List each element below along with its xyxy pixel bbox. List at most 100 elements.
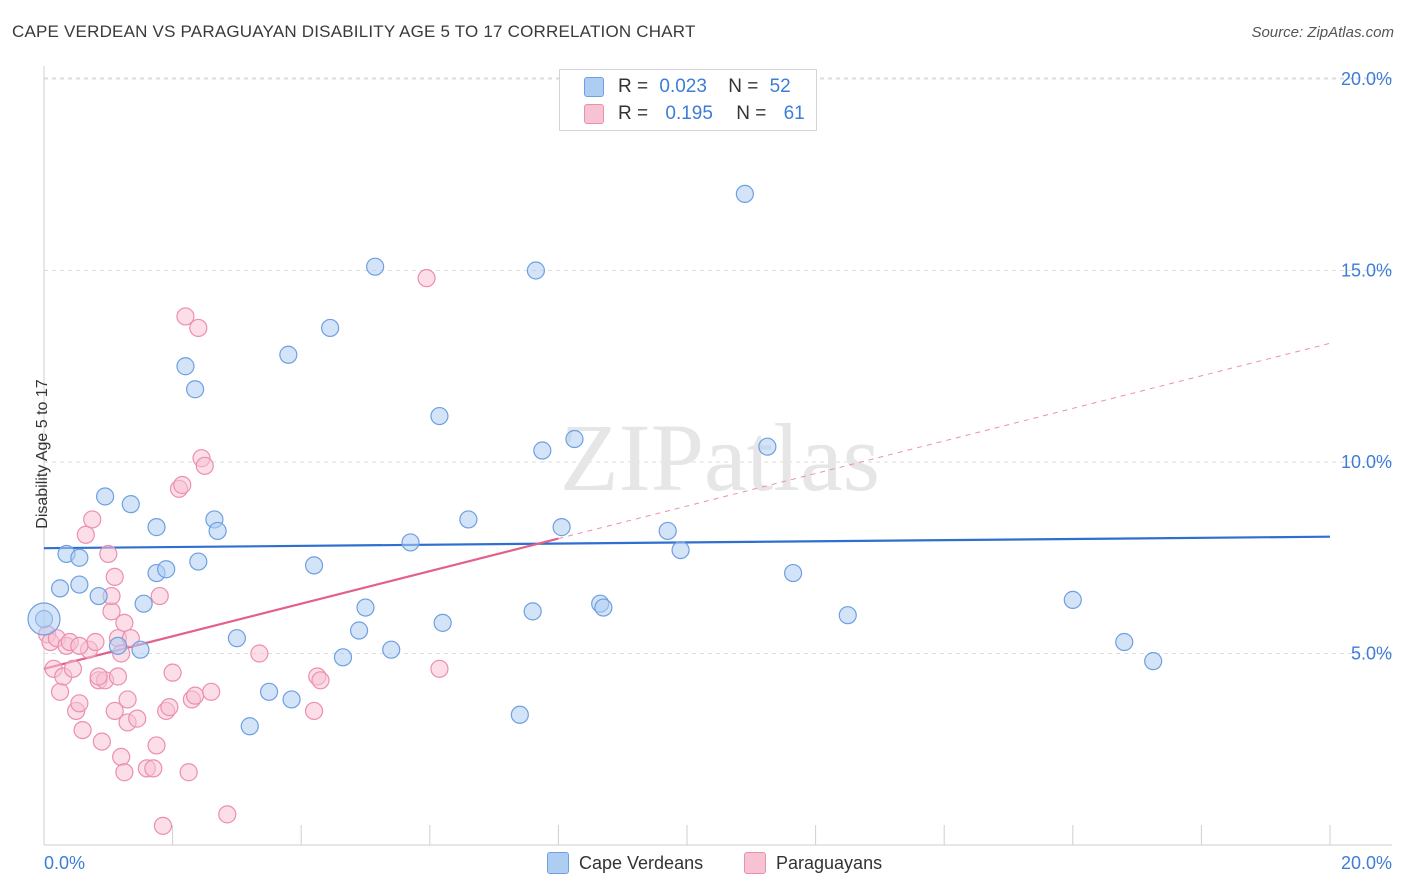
point-paraguayan [144, 759, 163, 778]
point-cape-verdean [121, 495, 140, 514]
watermark: ZIPatlas [560, 404, 880, 511]
point-cape-verdean [565, 429, 584, 449]
point-paraguayan [304, 701, 324, 721]
point-paraguayan [128, 709, 147, 728]
y-tick-label: 15.0% [1341, 261, 1392, 281]
point-cape-verdean [552, 518, 571, 537]
point-paraguayan [92, 732, 111, 751]
trend-line-cape-verdeans [43, 535, 1331, 550]
point-cape-verdean [430, 406, 449, 426]
point-cape-verdean [1144, 652, 1163, 671]
point-cape-verdean [259, 682, 279, 701]
chart-source: Source: ZipAtlas.com [1251, 24, 1394, 41]
legend-row-cape-verdeans: R = 0.023 N = 52 [584, 75, 791, 99]
point-paraguayan [189, 318, 208, 338]
legend-r-value: 0.195 [665, 103, 713, 124]
point-cape-verdean [70, 575, 89, 594]
point-cape-verdean [349, 621, 369, 640]
y-axis-label: Disability Age 5 to 17 [34, 379, 51, 529]
point-paraguayan [195, 456, 214, 475]
legend-swatch-paraguayans [584, 104, 604, 124]
point-cape-verdean [147, 518, 166, 537]
point-cape-verdean [208, 521, 227, 541]
point-paraguayan [70, 694, 89, 713]
point-cape-verdean [186, 380, 205, 399]
legend-r-value: 0.023 [659, 76, 707, 97]
point-cape-verdean [95, 487, 115, 506]
point-cape-verdean [282, 690, 301, 709]
point-paraguayan [163, 663, 182, 682]
point-paraguayan [50, 682, 70, 701]
point-paraguayan [186, 686, 205, 705]
point-cape-verdean [89, 586, 108, 606]
legend-n-label: N = [736, 103, 767, 124]
point-paraguayan [150, 586, 169, 606]
legend-item-cape-verdeans[interactable]: Cape Verdeans [547, 852, 703, 874]
point-cape-verdean [838, 606, 857, 625]
legend-r-label: R = [618, 76, 649, 97]
point-cape-verdean [671, 540, 690, 560]
correlation-legend: R = 0.023 N = 52 R = 0.195 N = 61 [559, 69, 817, 131]
point-cape-verdean [157, 560, 176, 579]
point-cape-verdean [50, 579, 70, 598]
point-paraguayan [250, 644, 269, 663]
point-paraguayan [63, 659, 83, 678]
point-paraguayan [176, 307, 195, 326]
point-cape-verdean [240, 717, 259, 736]
point-paraguayan [99, 544, 118, 564]
legend-label-paraguayans: Paraguayans [776, 852, 883, 873]
legend-n-label: N = [728, 76, 759, 97]
point-cape-verdean [658, 521, 677, 541]
point-cape-verdean [382, 640, 401, 659]
point-cape-verdean [176, 357, 195, 376]
point-cape-verdean [1063, 590, 1082, 609]
point-paraguayan [89, 667, 108, 686]
point-paraguayan [218, 805, 237, 824]
legend-r-label: R = [618, 103, 649, 124]
trend-lines [43, 342, 1331, 670]
legend-item-paraguayans[interactable]: Paraguayans [744, 852, 882, 874]
axes [43, 66, 1392, 846]
point-paraguayan [112, 747, 131, 767]
point-paraguayan [105, 567, 124, 587]
point-paraguayan [76, 525, 95, 544]
point-cape-verdean [594, 598, 613, 617]
y-tick-label: 5.0% [1351, 644, 1392, 664]
point-paraguayan [153, 816, 173, 835]
point-paraguayan [173, 475, 192, 495]
point-cape-verdean [526, 261, 545, 280]
point-paraguayan [70, 636, 89, 655]
point-cape-verdean [459, 510, 478, 529]
point-cape-verdean [783, 563, 803, 583]
point-cape-verdean [108, 636, 128, 655]
point-paraguayan [118, 690, 137, 709]
point-cape-verdean [189, 552, 208, 571]
point-cape-verdean [70, 548, 89, 567]
point-paraguayan [311, 671, 330, 690]
legend-n-value: 61 [783, 103, 805, 124]
point-paraguayan [86, 632, 105, 652]
legend-swatch-cape-verdeans [547, 852, 569, 874]
data-points [27, 184, 1163, 835]
point-paraguayan [430, 659, 449, 678]
point-paraguayan [115, 763, 134, 782]
point-cape-verdean [227, 629, 246, 648]
series-legend: Cape Verdeans Paraguayans [0, 852, 1406, 878]
point-cape-verdean [304, 556, 324, 575]
point-cape-verdean [321, 318, 340, 338]
x-tick-label: 20.0% [1341, 853, 1392, 873]
grid-lines [44, 77, 1392, 654]
point-cape-verdean [523, 602, 542, 621]
point-cape-verdean [735, 184, 754, 203]
tick-labels: 5.0% 10.0% 15.0% 20.0% 0.0% 20.0% [44, 69, 1392, 873]
point-cape-verdean [366, 257, 385, 276]
legend-swatch-cape-verdeans [584, 77, 604, 97]
point-cape-verdean-cluster [27, 602, 61, 636]
point-cape-verdean [433, 613, 452, 632]
point-cape-verdean [131, 640, 150, 659]
point-paraguayan [83, 510, 102, 529]
point-cape-verdean [333, 648, 353, 667]
point-paraguayan [147, 736, 166, 755]
point-paraguayan [73, 720, 92, 740]
